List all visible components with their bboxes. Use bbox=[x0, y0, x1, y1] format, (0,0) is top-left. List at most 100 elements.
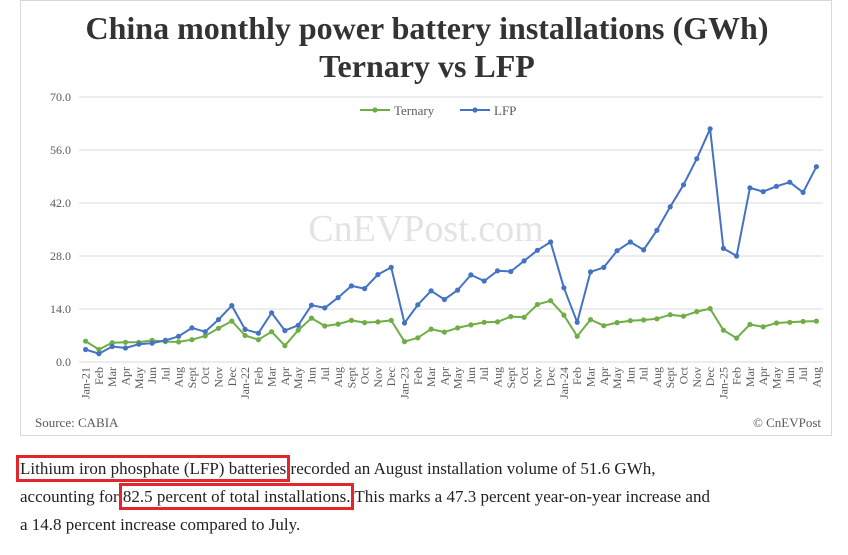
data-point-lfp bbox=[215, 317, 222, 323]
article-text-1: recorded an August installation volume o… bbox=[286, 459, 656, 478]
data-point-lfp bbox=[109, 343, 115, 350]
x-tick-label: Mar bbox=[743, 367, 757, 387]
data-point-ternary bbox=[388, 317, 394, 323]
data-point-lfp bbox=[694, 156, 700, 162]
data-point-lfp bbox=[654, 227, 660, 233]
data-point-lfp bbox=[202, 329, 208, 335]
data-point-ternary bbox=[494, 319, 501, 325]
y-tick-label: 28.0 bbox=[50, 249, 71, 263]
legend-lfp-label: LFP bbox=[494, 103, 516, 118]
data-point-ternary bbox=[627, 318, 634, 324]
data-point-ternary bbox=[335, 321, 341, 327]
data-point-lfp bbox=[734, 253, 740, 259]
x-tick-label: Nov bbox=[371, 367, 385, 388]
data-point-lfp bbox=[415, 302, 421, 308]
series-line-lfp bbox=[85, 127, 818, 355]
data-point-lfp bbox=[229, 303, 235, 309]
y-tick-label: 70.0 bbox=[50, 90, 71, 104]
x-tick-label: Feb bbox=[251, 367, 265, 385]
x-tick-label: Sept bbox=[185, 366, 199, 388]
x-tick-label: Jun bbox=[783, 367, 797, 384]
data-point-ternary bbox=[680, 313, 687, 319]
x-tick-label: May bbox=[291, 367, 305, 389]
data-point-lfp bbox=[680, 182, 687, 188]
data-point-ternary bbox=[401, 339, 408, 345]
data-point-lfp bbox=[149, 340, 155, 346]
data-point-ternary bbox=[255, 337, 261, 343]
x-tick-label: Oct bbox=[517, 366, 531, 384]
data-point-lfp bbox=[401, 320, 408, 326]
data-point-ternary bbox=[641, 317, 647, 323]
x-tick-label: Aug bbox=[331, 367, 345, 388]
data-point-ternary bbox=[468, 322, 474, 328]
data-point-lfp bbox=[627, 239, 634, 245]
gridlines bbox=[79, 96, 823, 363]
data-point-lfp bbox=[282, 328, 288, 334]
legend-ternary-marker bbox=[372, 107, 378, 113]
data-point-ternary bbox=[229, 318, 235, 324]
data-point-lfp bbox=[162, 337, 168, 343]
data-point-lfp bbox=[787, 179, 793, 185]
data-point-ternary bbox=[720, 327, 727, 333]
data-point-ternary bbox=[481, 319, 487, 325]
x-tick-label: Sept bbox=[344, 366, 358, 388]
x-tick-label: Dec bbox=[703, 367, 717, 386]
x-tick-label: Apr bbox=[278, 367, 292, 386]
data-point-lfp bbox=[813, 164, 820, 170]
data-point-lfp bbox=[614, 248, 620, 254]
data-point-lfp bbox=[747, 185, 753, 191]
data-point-lfp bbox=[574, 319, 580, 325]
data-point-lfp bbox=[136, 341, 142, 347]
article-text-3: This marks a 47.3 percent year-on-year i… bbox=[350, 487, 710, 506]
data-point-ternary bbox=[760, 324, 766, 330]
highlight-lfp-batteries: Lithium iron phosphate (LFP) batteries bbox=[15, 455, 291, 482]
x-tick-label: Apr bbox=[597, 367, 611, 386]
data-point-ternary bbox=[176, 339, 182, 345]
x-tick-label: Jan-23 bbox=[398, 367, 412, 399]
data-point-ternary bbox=[747, 321, 753, 328]
x-tick-label: Jun bbox=[623, 367, 637, 384]
x-tick-label: Mar bbox=[424, 367, 438, 387]
data-point-ternary bbox=[308, 315, 315, 321]
data-point-lfp bbox=[295, 322, 301, 328]
data-point-lfp bbox=[83, 346, 89, 353]
data-point-ternary bbox=[734, 335, 740, 341]
data-point-ternary bbox=[787, 319, 793, 325]
data-point-lfp bbox=[494, 268, 501, 274]
data-point-ternary bbox=[773, 320, 780, 326]
x-tick-label: Aug bbox=[491, 367, 505, 388]
data-point-ternary bbox=[587, 317, 594, 323]
x-tick-label: May bbox=[132, 367, 146, 389]
data-point-lfp bbox=[773, 183, 780, 189]
x-tick-label: Sept bbox=[663, 366, 677, 388]
x-tick-label: Jul bbox=[637, 366, 651, 381]
x-axis-ticks: Jan-21 Feb Mar Apr May Jun Jul Aug Sept Oct Nov Dec… bbox=[79, 366, 824, 399]
data-point-lfp bbox=[468, 272, 474, 278]
data-point-ternary bbox=[441, 329, 447, 335]
data-point-lfp bbox=[375, 272, 381, 278]
x-tick-label: Jan-22 bbox=[238, 367, 252, 399]
data-point-ternary bbox=[242, 332, 248, 339]
data-point-lfp bbox=[667, 204, 673, 210]
x-tick-label: Dec bbox=[544, 367, 558, 386]
data-point-ternary bbox=[362, 320, 368, 326]
data-point-lfp bbox=[720, 245, 727, 251]
x-tick-label: Feb bbox=[570, 367, 584, 385]
x-tick-label: Oct bbox=[198, 366, 212, 384]
chart-svg: China monthly power battery installation… bbox=[35, 10, 824, 430]
x-tick-label: Jul bbox=[796, 366, 810, 381]
data-point-ternary bbox=[548, 298, 554, 304]
x-tick-label: Apr bbox=[437, 367, 451, 386]
x-tick-label: Nov bbox=[690, 367, 704, 388]
data-point-lfp bbox=[348, 283, 354, 289]
x-tick-label: Jul bbox=[158, 366, 172, 381]
x-tick-label: Jul bbox=[477, 366, 491, 381]
data-point-ternary bbox=[561, 312, 567, 318]
data-point-lfp bbox=[760, 189, 766, 195]
data-point-ternary bbox=[813, 318, 820, 324]
series-line-ternary bbox=[85, 299, 817, 351]
data-point-ternary bbox=[601, 323, 607, 329]
data-point-ternary bbox=[202, 333, 208, 339]
data-point-lfp bbox=[521, 258, 527, 264]
x-tick-label: Apr bbox=[119, 367, 133, 386]
